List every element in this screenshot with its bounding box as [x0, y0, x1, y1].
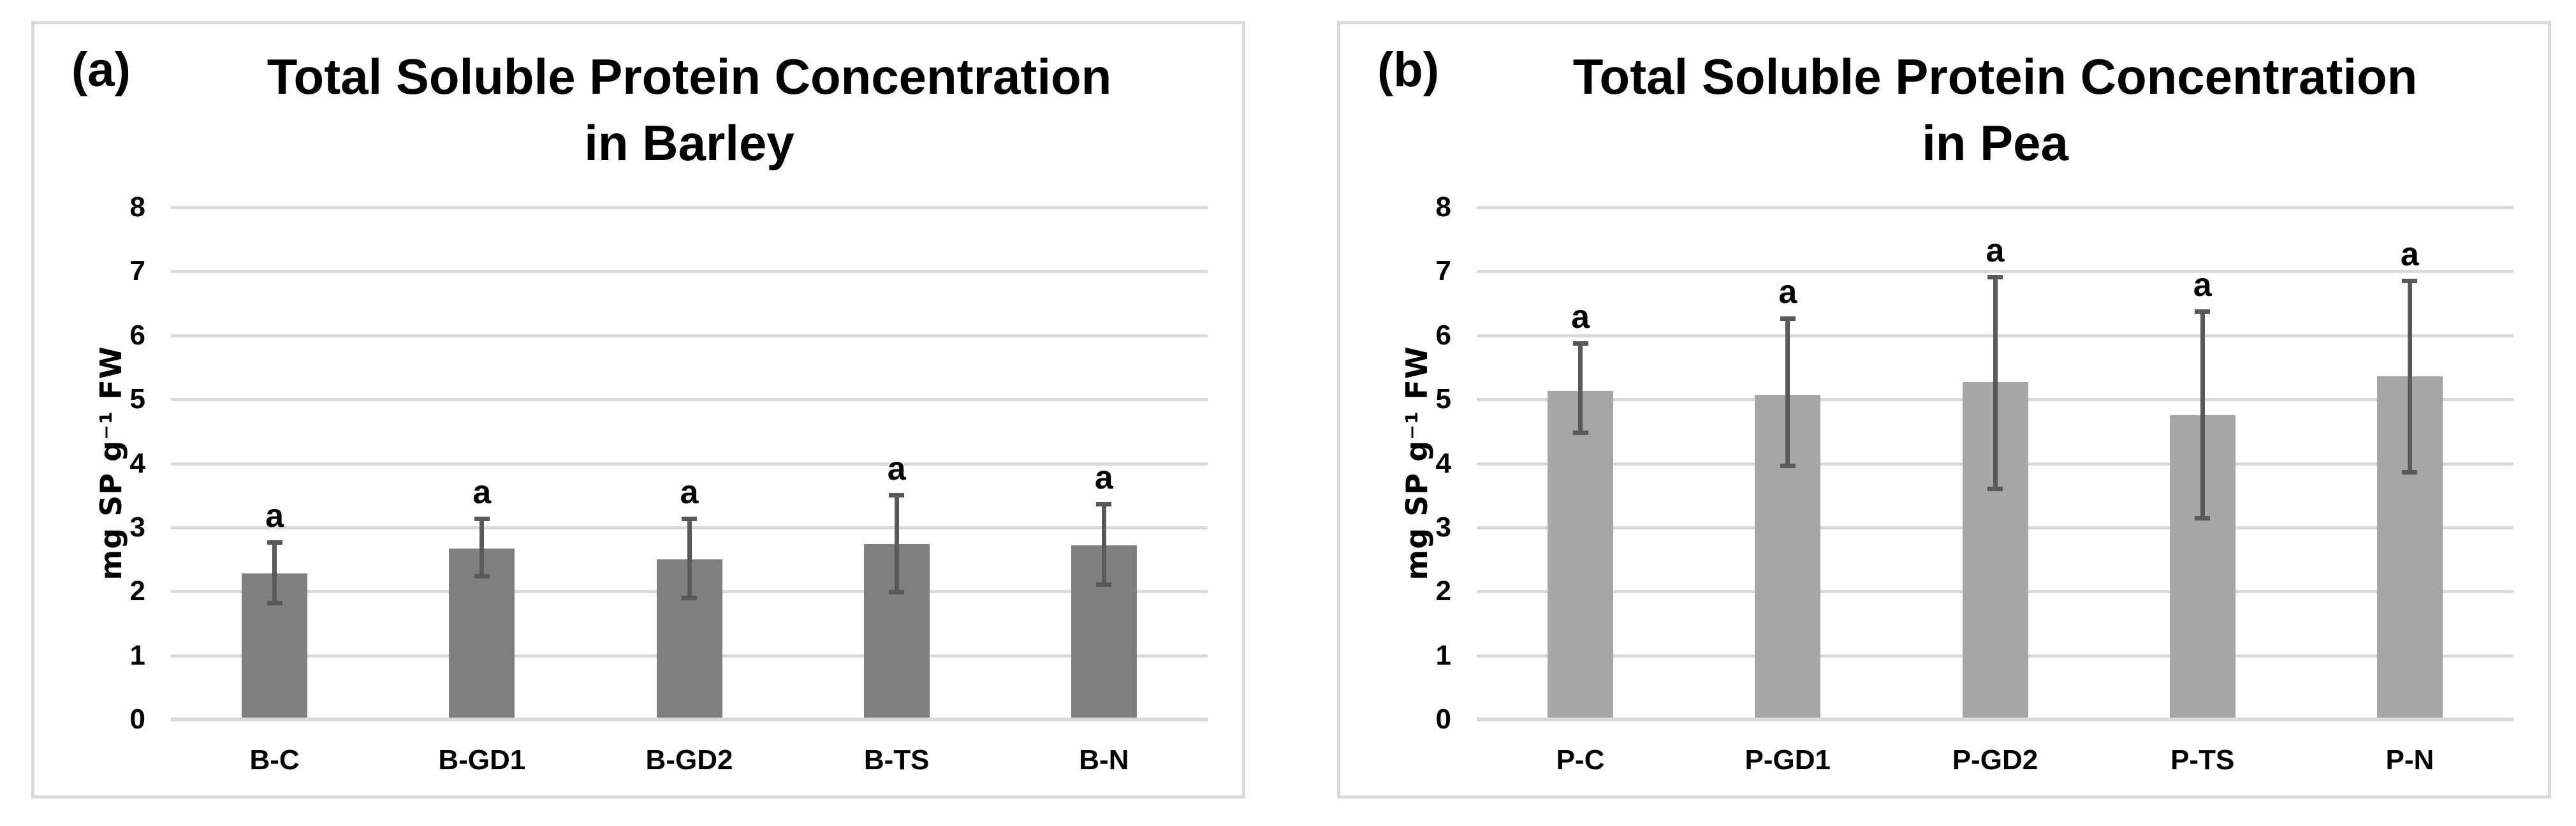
- significance-letter: a: [1571, 298, 1590, 336]
- y-tick-label: 1: [129, 639, 145, 671]
- panel-pea: (b) Total Soluble Protein Concentration …: [1337, 21, 2551, 799]
- significance-letter: a: [1094, 459, 1113, 496]
- error-bar-stem: [894, 495, 899, 593]
- y-tick-label: 4: [129, 447, 145, 479]
- axis-baseline: [1477, 718, 2514, 721]
- y-tick-label: 8: [129, 191, 145, 223]
- error-bar-cap-bottom: [682, 596, 697, 601]
- x-tick-label: B-GD1: [438, 744, 526, 776]
- error-bar-cap-top: [2195, 309, 2211, 314]
- significance-letter: a: [1778, 273, 1797, 311]
- gridline: [171, 334, 1208, 337]
- chart-title-line2: in Pea: [1922, 115, 2068, 171]
- error-bar-cap-top: [2402, 279, 2418, 284]
- error-bar-cap-bottom: [889, 590, 905, 595]
- error-bar-cap-bottom: [267, 601, 282, 606]
- error-bar-cap-bottom: [2195, 515, 2211, 520]
- error-bar-stem: [1993, 277, 1998, 489]
- error-bar-cap-top: [267, 540, 282, 545]
- y-tick-label: 6: [129, 319, 145, 351]
- error-bar-cap-bottom: [1780, 463, 1796, 468]
- error-bar-cap-bottom: [2402, 469, 2418, 475]
- error-bar-stem: [2407, 281, 2412, 473]
- panel-label-b: (b): [1377, 43, 1440, 97]
- y-tick-label: 2: [1435, 575, 1451, 607]
- error-bar-stem: [479, 519, 485, 577]
- y-tick-label: 6: [1435, 319, 1451, 351]
- x-tick-label: P-GD2: [1952, 744, 2038, 776]
- error-bar-cap-top: [474, 516, 490, 521]
- gridline: [1477, 206, 2514, 209]
- x-tick-label: P-N: [2385, 744, 2434, 776]
- error-bar-stem: [1578, 343, 1583, 434]
- significance-letter: a: [2400, 236, 2419, 274]
- gridline: [171, 270, 1208, 274]
- y-tick-label: 1: [1435, 639, 1451, 671]
- error-bar-cap-top: [1987, 275, 2003, 280]
- significance-letter: a: [680, 473, 699, 511]
- significance-letter: a: [1986, 232, 2005, 270]
- y-tick-label: 0: [129, 704, 145, 735]
- significance-letter: a: [887, 450, 906, 487]
- error-bar-cap-top: [1572, 341, 1588, 346]
- error-bar-stem: [1101, 504, 1106, 586]
- gridline: [171, 206, 1208, 209]
- x-tick-label: P-TS: [2170, 744, 2235, 776]
- gridline: [171, 398, 1208, 402]
- chart-title-line1: Total Soluble Protein Concentration: [267, 48, 1112, 105]
- plot-area-barley: 0 1 2 3 4 5 6 7 8 a B-C a B-GD1 a B-GD2 a B-TS a B-N: [130, 193, 1208, 776]
- error-bar-stem: [2200, 311, 2205, 519]
- error-bar-cap-top: [682, 516, 697, 521]
- error-bar-cap-top: [889, 492, 905, 498]
- x-tick-label: P-GD1: [1745, 744, 1831, 776]
- significance-letter: a: [265, 497, 284, 535]
- y-tick-label: 4: [1435, 447, 1451, 479]
- y-tick-label: 5: [129, 383, 145, 415]
- error-bar-stem: [687, 519, 692, 599]
- error-bar-stem: [272, 542, 277, 604]
- y-tick-label: 5: [1435, 383, 1451, 415]
- x-tick-label: B-TS: [863, 744, 930, 776]
- x-tick-label: B-N: [1079, 744, 1129, 776]
- error-bar-cap-bottom: [1572, 431, 1588, 436]
- bar-p-c: [1548, 391, 1614, 719]
- plot-area-pea: 0 1 2 3 4 5 6 7 8 a P-C a P-GD1 a P-GD2 a P-TS a P-N: [1436, 193, 2514, 776]
- y-tick-label: 7: [1435, 255, 1451, 287]
- panel-label-a: (a): [71, 43, 131, 97]
- axis-baseline: [171, 718, 1208, 721]
- y-tick-label: 8: [1435, 191, 1451, 223]
- chart-title-barley: Total Soluble Protein Concentration in B…: [171, 43, 1208, 176]
- error-bar-cap-bottom: [1096, 582, 1112, 587]
- y-tick-label: 3: [129, 511, 145, 543]
- gridline: [1477, 270, 2514, 274]
- y-tick-label: 3: [1435, 511, 1451, 543]
- x-tick-label: P-C: [1556, 744, 1605, 776]
- error-bar-stem: [1785, 318, 1790, 466]
- y-tick-label: 2: [129, 575, 145, 607]
- error-bar-cap-top: [1096, 501, 1112, 506]
- chart-title-pea: Total Soluble Protein Concentration in P…: [1477, 43, 2514, 176]
- significance-letter: a: [2193, 266, 2212, 304]
- y-tick-label: 7: [129, 255, 145, 287]
- panel-barley: (a) Total Soluble Protein Concentration …: [31, 21, 1245, 799]
- gridline: [171, 462, 1208, 466]
- significance-letter: a: [472, 473, 492, 511]
- x-tick-label: B-GD2: [645, 744, 733, 776]
- error-bar-cap-bottom: [1987, 486, 2003, 491]
- y-tick-label: 0: [1435, 704, 1451, 735]
- error-bar-cap-bottom: [474, 574, 490, 579]
- error-bar-cap-top: [1780, 316, 1796, 321]
- chart-title-line2: in Barley: [584, 115, 794, 171]
- chart-title-line1: Total Soluble Protein Concentration: [1572, 48, 2418, 105]
- x-tick-label: B-C: [249, 744, 300, 776]
